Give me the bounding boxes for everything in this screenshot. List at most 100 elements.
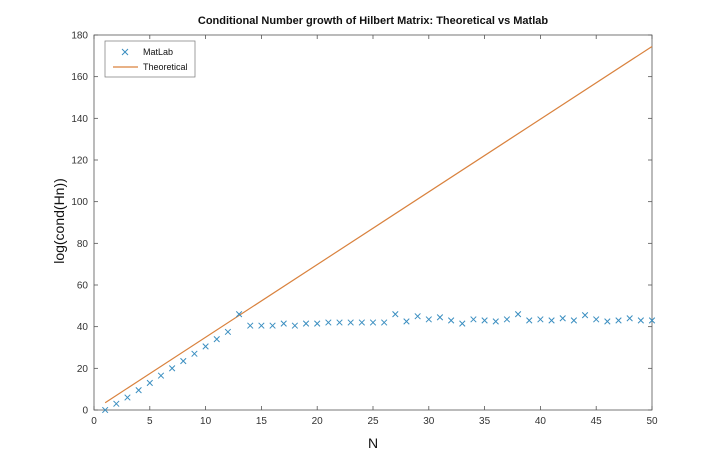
y-axis-label: log(cond(Hn))	[51, 178, 67, 264]
data-point-matlab	[325, 319, 332, 326]
data-point-stroke	[180, 357, 187, 365]
y-tick-label: 80	[77, 239, 89, 250]
data-point-stroke	[124, 394, 131, 401]
data-point-matlab	[648, 317, 656, 324]
data-point-stroke	[648, 317, 656, 324]
data-point-stroke	[302, 320, 310, 327]
data-point-matlab	[224, 328, 232, 336]
x-axis-label: N	[368, 435, 378, 451]
legend-label-theoretical: Theoretical	[143, 62, 188, 72]
x-tick-label: 30	[423, 416, 435, 427]
data-point-matlab	[403, 318, 410, 325]
data-point-matlab	[581, 312, 589, 319]
x-tick-label: 20	[312, 416, 324, 427]
data-point-stroke	[325, 319, 332, 326]
data-point-stroke	[492, 318, 499, 325]
data-point-stroke	[369, 319, 377, 326]
data-point-stroke	[470, 316, 477, 323]
data-point-stroke	[135, 387, 142, 394]
data-point-matlab	[247, 322, 254, 329]
data-point-matlab	[414, 313, 421, 320]
data-point-stroke	[447, 317, 455, 324]
data-point-stroke	[392, 311, 399, 318]
x-tick-label: 40	[535, 416, 547, 427]
data-point-stroke	[247, 322, 254, 329]
data-point-stroke	[414, 313, 421, 320]
data-point-matlab	[235, 311, 243, 318]
data-point-stroke	[604, 318, 611, 325]
x-tick-label: 50	[646, 416, 658, 427]
data-point-stroke	[347, 319, 354, 326]
data-point-matlab	[604, 318, 611, 325]
data-point-matlab	[180, 357, 187, 365]
y-tick-label: 100	[71, 197, 88, 208]
data-point-stroke	[514, 311, 522, 318]
y-tick-label: 140	[71, 114, 88, 125]
data-point-stroke	[146, 379, 153, 387]
y-tick-label: 40	[77, 322, 89, 333]
data-point-matlab	[637, 317, 644, 324]
data-point-matlab	[336, 319, 343, 326]
data-point-stroke	[503, 316, 511, 323]
data-point-matlab	[436, 314, 444, 321]
data-point-matlab	[113, 400, 120, 407]
data-point-matlab	[492, 318, 499, 325]
data-point-matlab	[168, 365, 176, 372]
data-point-matlab	[526, 317, 533, 324]
data-point-matlab	[135, 387, 142, 394]
data-point-stroke	[224, 328, 232, 336]
data-point-stroke	[615, 317, 622, 324]
data-point-stroke	[526, 317, 533, 324]
data-point-matlab	[626, 315, 633, 322]
data-point-matlab	[593, 316, 600, 323]
data-point-matlab	[202, 343, 209, 350]
data-point-matlab	[347, 319, 354, 326]
data-point-stroke	[481, 317, 488, 324]
data-point-stroke	[436, 314, 444, 321]
data-point-matlab	[559, 315, 566, 322]
legend: MatLab Theoretical	[104, 40, 196, 78]
data-point-stroke	[358, 319, 365, 326]
data-point-matlab	[146, 379, 153, 387]
data-point-matlab	[381, 319, 388, 326]
data-point-stroke	[157, 372, 165, 379]
data-point-matlab	[213, 336, 220, 343]
x-tick-label: 0	[91, 416, 97, 427]
data-point-stroke	[314, 320, 321, 327]
x-tick-label: 5	[147, 416, 153, 427]
data-point-stroke	[459, 320, 466, 327]
data-point-stroke	[537, 316, 544, 323]
data-point-stroke	[168, 365, 176, 372]
data-point-stroke	[593, 316, 600, 323]
data-point-stroke	[269, 322, 276, 329]
data-point-matlab	[459, 320, 466, 327]
data-point-matlab	[537, 316, 544, 323]
data-point-matlab	[258, 322, 265, 329]
data-point-matlab	[481, 317, 488, 324]
data-point-matlab	[358, 319, 365, 326]
data-point-matlab	[392, 311, 399, 318]
x-tick-label: 15	[256, 416, 268, 427]
data-point-stroke	[559, 315, 566, 322]
legend-box	[104, 40, 196, 78]
x-tick-label: 35	[479, 416, 491, 427]
x-tick-label: 45	[591, 416, 603, 427]
data-point-stroke	[191, 350, 198, 357]
data-point-stroke	[626, 315, 633, 322]
data-point-stroke	[102, 406, 109, 414]
data-point-stroke	[425, 316, 432, 323]
data-point-stroke	[280, 320, 287, 327]
data-point-matlab	[470, 316, 477, 323]
data-point-stroke	[581, 312, 589, 319]
data-point-matlab	[514, 311, 522, 318]
data-point-matlab	[157, 372, 165, 379]
data-point-matlab	[314, 320, 321, 327]
plot-area: 0 5 10 15 20 25 30 35 40 45 50 0 20 40 60 80 100 120 140 16…	[71, 31, 658, 428]
data-point-stroke	[235, 311, 243, 318]
legend-marker-matlab	[121, 48, 129, 56]
series-line-theoretical	[104, 45, 653, 404]
data-point-matlab	[548, 317, 555, 324]
y-tick-label: 0	[82, 406, 88, 417]
data-point-matlab	[425, 316, 432, 323]
